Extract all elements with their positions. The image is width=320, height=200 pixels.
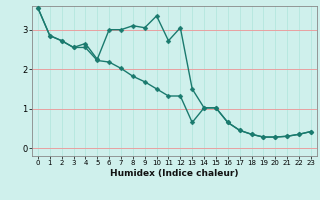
X-axis label: Humidex (Indice chaleur): Humidex (Indice chaleur) <box>110 169 239 178</box>
